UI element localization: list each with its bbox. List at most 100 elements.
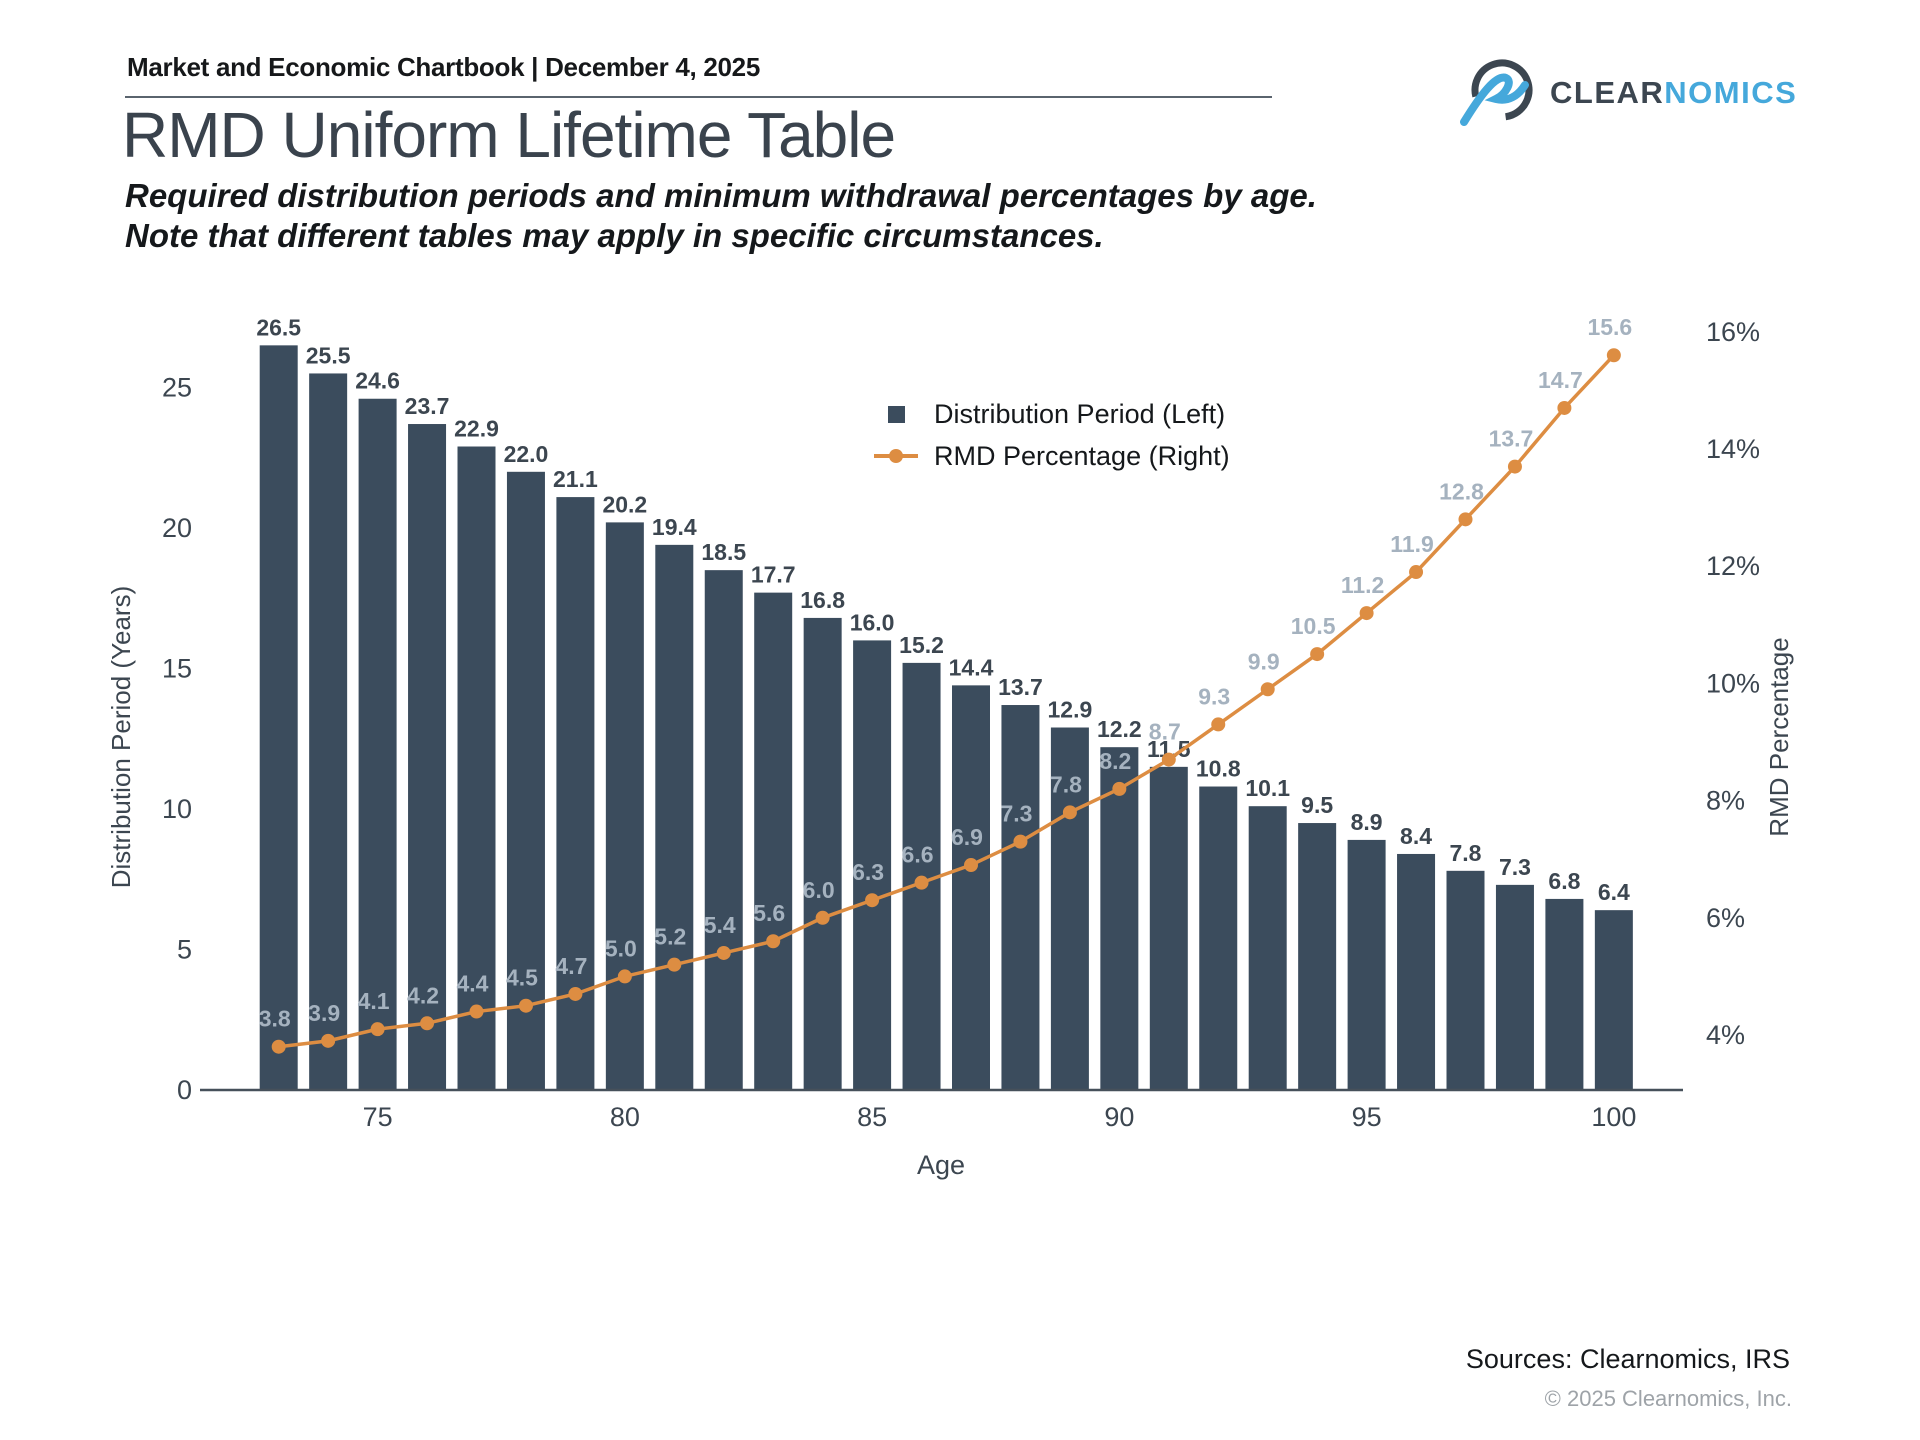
chart-text: 14.4 bbox=[949, 654, 994, 680]
bar bbox=[1594, 910, 1633, 1090]
bar bbox=[655, 544, 694, 1090]
chart-text: 100 bbox=[1591, 1102, 1636, 1132]
chart-text: 13.7 bbox=[1489, 426, 1534, 452]
bar-swatch-icon bbox=[872, 405, 920, 423]
chart-text: 7.8 bbox=[1450, 840, 1482, 866]
clearnomics-logo-icon bbox=[1460, 59, 1533, 126]
chart-text: 18.5 bbox=[701, 539, 746, 565]
chart-text: 21.1 bbox=[553, 466, 598, 492]
chart-text: 12.8 bbox=[1439, 478, 1484, 504]
chart-text: 14.7 bbox=[1538, 367, 1583, 393]
bar bbox=[556, 497, 595, 1091]
line-dot bbox=[1062, 805, 1077, 820]
chart-legend: Distribution Period (Left) RMD Percentag… bbox=[872, 396, 1230, 480]
bar bbox=[1001, 705, 1040, 1090]
chart-text: 16.0 bbox=[850, 609, 895, 635]
line-dot bbox=[914, 875, 929, 890]
bar bbox=[1347, 839, 1386, 1090]
sources-note: Sources: Clearnomics, IRS bbox=[1465, 1344, 1790, 1374]
chart-text: 20 bbox=[162, 513, 192, 543]
chart-text: 12.9 bbox=[1048, 697, 1093, 723]
bar bbox=[1100, 747, 1139, 1090]
bar bbox=[309, 373, 348, 1090]
clearnomics-logo: CLEARNOMICS bbox=[1458, 48, 1798, 138]
bar bbox=[358, 398, 397, 1090]
bar bbox=[259, 345, 298, 1091]
bar bbox=[1199, 786, 1238, 1090]
chart-text: 23.7 bbox=[405, 393, 450, 419]
legend-label: Distribution Period (Left) bbox=[934, 398, 1226, 429]
chart-text: 11.2 bbox=[1341, 572, 1385, 598]
chart-text: 9.3 bbox=[1198, 683, 1230, 709]
chart-text: 10 bbox=[162, 794, 192, 824]
chart-text: 20.2 bbox=[602, 491, 647, 517]
chart-text: 10.5 bbox=[1291, 613, 1336, 639]
chart-text: 15 bbox=[162, 654, 192, 684]
chart-text: RMD Percentage bbox=[1764, 637, 1794, 836]
chart-text: 8.7 bbox=[1149, 719, 1181, 745]
bar bbox=[506, 471, 545, 1090]
chart-text: 6.0 bbox=[803, 877, 835, 903]
chart-text: 25.5 bbox=[306, 342, 351, 368]
chart-text: 5.6 bbox=[753, 900, 785, 926]
chart-text: 6.9 bbox=[951, 824, 983, 850]
line-dot bbox=[518, 998, 533, 1013]
chart-text: 90 bbox=[1104, 1102, 1134, 1132]
line-dot bbox=[1211, 717, 1226, 732]
chart-text: 22.9 bbox=[454, 416, 499, 442]
chart-text: 17.7 bbox=[751, 562, 796, 588]
chart-text: 4.4 bbox=[457, 971, 489, 997]
rmd-line bbox=[278, 354, 1616, 1049]
page-title: RMD Uniform Lifetime Table bbox=[122, 99, 896, 171]
chart-text: 9.5 bbox=[1301, 792, 1333, 818]
logo-text-clear: CLEAR bbox=[1550, 75, 1665, 110]
line-dot bbox=[271, 1039, 286, 1054]
copyright-note: © 2025 Clearnomics, Inc. bbox=[1544, 1386, 1792, 1411]
bar bbox=[408, 424, 447, 1090]
chart-text: 0 bbox=[177, 1075, 192, 1105]
bar bbox=[704, 570, 743, 1090]
legend-item-distribution-period: Distribution Period (Left) bbox=[872, 396, 1230, 432]
chart-text: 15.2 bbox=[899, 632, 944, 658]
line-dot bbox=[716, 945, 731, 960]
chart-text: 5 bbox=[177, 935, 192, 965]
line-dot bbox=[1359, 606, 1374, 621]
chart-text: 3.9 bbox=[308, 1000, 340, 1026]
line-dot bbox=[1161, 752, 1176, 767]
chart-text: 26.5 bbox=[256, 314, 301, 340]
chart-text: 85 bbox=[857, 1102, 887, 1132]
subtitle-line-1: Required distribution periods and minimu… bbox=[125, 177, 1317, 214]
chart-text: 11.9 bbox=[1390, 531, 1434, 557]
line-dot bbox=[667, 957, 682, 972]
chart-text: 6.8 bbox=[1548, 868, 1580, 894]
chart-text: 4% bbox=[1706, 1020, 1745, 1050]
line-dot bbox=[1409, 565, 1424, 580]
bar bbox=[1298, 823, 1337, 1090]
line-dot bbox=[1260, 682, 1275, 697]
chartbook-header: Market and Economic Chartbook | December… bbox=[127, 52, 760, 82]
chart-text: 12% bbox=[1706, 551, 1760, 581]
line-dot bbox=[815, 910, 830, 925]
line-dot bbox=[1557, 400, 1572, 415]
chart-text: 6.6 bbox=[902, 842, 934, 868]
line-dot bbox=[1507, 459, 1522, 474]
bar bbox=[853, 640, 892, 1090]
chart-text: 4.7 bbox=[555, 953, 587, 979]
chart-text: 7.3 bbox=[1000, 801, 1032, 827]
chart-text: 16% bbox=[1706, 317, 1760, 347]
line-dot bbox=[766, 934, 781, 949]
chart-text: 24.6 bbox=[355, 368, 400, 394]
bar bbox=[952, 685, 990, 1090]
bar bbox=[605, 522, 644, 1090]
bar bbox=[1495, 884, 1534, 1090]
line-dot bbox=[568, 986, 583, 1001]
chart-text: 6.4 bbox=[1598, 879, 1630, 905]
line-dot bbox=[1310, 647, 1325, 662]
chart-text: 9.9 bbox=[1248, 648, 1280, 674]
chart-text: 10.8 bbox=[1196, 756, 1241, 782]
bar bbox=[1050, 727, 1089, 1090]
line-dot bbox=[370, 1022, 385, 1037]
bar bbox=[457, 446, 496, 1090]
line-dot bbox=[1112, 781, 1127, 796]
